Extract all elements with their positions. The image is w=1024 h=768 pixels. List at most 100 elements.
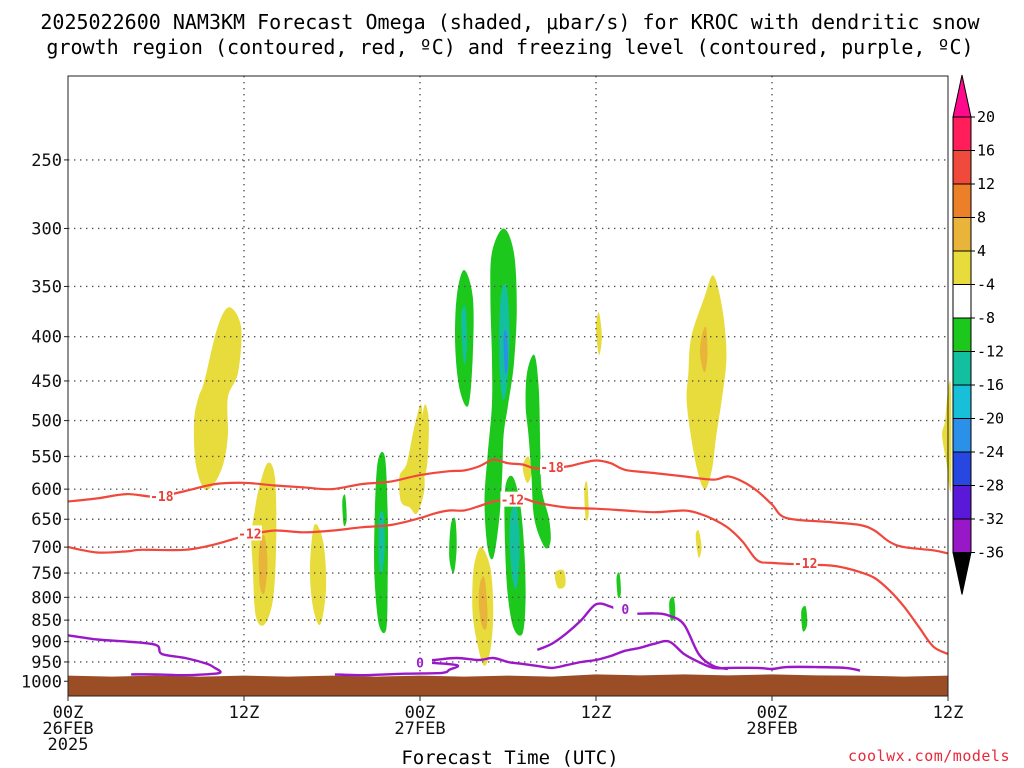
y-tick-label-500: 500 xyxy=(31,412,62,432)
contour-label-bg-6 xyxy=(613,600,638,616)
y-tick-label-600: 600 xyxy=(31,480,62,500)
omega-area-5 xyxy=(419,404,429,478)
omega-area-13 xyxy=(699,326,708,373)
omega-shading xyxy=(193,228,952,666)
x-axis-label: Forecast Time (UTC) xyxy=(401,747,618,768)
colorbar-label-6: -8 xyxy=(977,309,995,327)
colorbar-label-10: -24 xyxy=(977,443,1004,461)
omega-area-12 xyxy=(686,275,727,490)
colorbar-label-13: -36 xyxy=(977,544,1004,562)
colorbar-swatch-7 xyxy=(952,351,972,386)
omega-area-4 xyxy=(399,404,425,515)
y-tick-label-800: 800 xyxy=(31,588,62,608)
x-tick-label-48-1: 28FEB xyxy=(746,719,797,739)
contour-label-bg-5 xyxy=(408,654,432,670)
colorbar-swatch-2 xyxy=(952,183,972,218)
colorbar-swatch-9 xyxy=(952,418,972,453)
contour-label-3: -12 xyxy=(501,494,524,509)
colorbar-label-5: -4 xyxy=(977,276,995,294)
omega-area-31 xyxy=(801,605,808,632)
colorbar-bottom-arrow xyxy=(952,552,972,595)
omega-area-8 xyxy=(522,456,532,483)
colorbar-label-4: 4 xyxy=(977,242,986,260)
omega-area-3 xyxy=(309,523,327,626)
y-tick-label-900: 900 xyxy=(31,633,62,653)
colorbar-swatch-11 xyxy=(952,485,972,520)
omega-area-24 xyxy=(509,505,520,590)
omega-area-18 xyxy=(461,305,467,365)
contour-label-bg-0 xyxy=(149,487,174,503)
colorbar-label-2: 12 xyxy=(977,175,995,193)
x-tick-label-0-2: 2025 xyxy=(48,735,89,755)
omega-area-15 xyxy=(695,530,702,558)
chart-title-line-1: 2025022600 NAM3KM Forecast Omega (shaded… xyxy=(40,10,980,34)
colorbar-swatch-1 xyxy=(952,150,972,185)
colorbar-swatch-12 xyxy=(952,518,972,553)
colorbar-label-11: -28 xyxy=(977,477,1004,495)
omega-area-14 xyxy=(942,380,952,493)
plot-area: -18 -18 -12 -12 -12 0 0 xyxy=(67,75,952,697)
omega-area-22 xyxy=(525,354,551,549)
y-tick-label-750: 750 xyxy=(31,564,62,584)
y-tick-label-850: 850 xyxy=(31,611,62,631)
omega-area-10 xyxy=(596,312,602,356)
y-tick-label-450: 450 xyxy=(31,372,62,392)
contour-label-bg-4 xyxy=(793,554,818,570)
omega-area-28 xyxy=(449,517,457,574)
omega-area-21 xyxy=(503,329,509,375)
omega-area-2 xyxy=(258,534,268,595)
colorbar-legend: 20 16 12 8 4 -4 -8 -12 -16 -20 -24 -28 -32 -36 xyxy=(952,74,1004,595)
contour-label-bg-2 xyxy=(237,525,262,541)
contour-label-6: 0 xyxy=(621,603,629,618)
omega-area-7 xyxy=(478,576,488,630)
freezing-level-contour-1 xyxy=(334,639,861,677)
colorbar-swatch-10 xyxy=(952,451,972,486)
y-tick-label-350: 350 xyxy=(31,277,62,297)
x-tick-label-24-1: 27FEB xyxy=(394,719,445,739)
y-tick-label-650: 650 xyxy=(31,510,62,530)
contour-label-2: -12 xyxy=(238,527,261,542)
x-tick-label-60-0: 12Z xyxy=(933,703,964,723)
contour-label-0: -18 xyxy=(150,490,174,505)
plot-frame xyxy=(67,75,949,697)
ground-fill xyxy=(68,674,948,696)
colorbar-swatch-8 xyxy=(952,384,972,419)
watermark: coolwx.com/models xyxy=(848,747,1010,765)
omega-area-11 xyxy=(584,481,589,521)
x-tick-label-0-0: 00Z xyxy=(53,703,84,723)
y-tick-label-950: 950 xyxy=(31,653,62,673)
x-tick-label-48-0: 00Z xyxy=(757,703,788,723)
colorbar-swatch-3 xyxy=(952,217,972,252)
x-tick-label-36-0: 12Z xyxy=(581,703,612,723)
omega-area-29 xyxy=(616,572,621,599)
y-tick-label-400: 400 xyxy=(31,328,62,348)
contour-label-4: -12 xyxy=(794,557,817,572)
omega-area-9 xyxy=(554,569,566,589)
chart-title-line-2: growth region (contoured, red, ºC) and f… xyxy=(46,35,973,59)
contour-label-5: 0 xyxy=(416,656,424,671)
x-tick-label-24-0: 00Z xyxy=(405,703,436,723)
contour-label-bg-3 xyxy=(500,491,525,507)
contour-label-bg-1 xyxy=(540,459,564,475)
colorbar-swatch-6 xyxy=(952,317,972,352)
isotherm-contours: -18 -18 -12 -12 -12 0 0 xyxy=(67,458,949,677)
y-tick-label-1000: 1000 xyxy=(21,672,62,692)
omega-area-27 xyxy=(342,494,347,527)
omega-area-30 xyxy=(669,596,676,621)
colorbar-label-0: 20 xyxy=(977,108,995,126)
x-tick-label-12-0: 12Z xyxy=(229,703,260,723)
y-tick-label-250: 250 xyxy=(31,151,62,171)
colorbar-swatch-4 xyxy=(952,250,972,285)
contour-label-1: -18 xyxy=(540,461,564,476)
colorbar-label-7: -12 xyxy=(977,343,1004,361)
y-tick-label-300: 300 xyxy=(31,219,62,239)
freezing-level-contour-0 xyxy=(67,634,222,677)
dgz-isotherm-m12-1 xyxy=(67,497,949,655)
colorbar-label-1: 16 xyxy=(977,142,995,160)
colorbar-label-8: -16 xyxy=(977,376,1004,394)
ground-surface xyxy=(68,674,948,696)
colorbar-label-3: 8 xyxy=(977,209,986,227)
colorbar-swatch-5 xyxy=(952,284,972,319)
colorbar-label-9: -20 xyxy=(977,410,1004,428)
